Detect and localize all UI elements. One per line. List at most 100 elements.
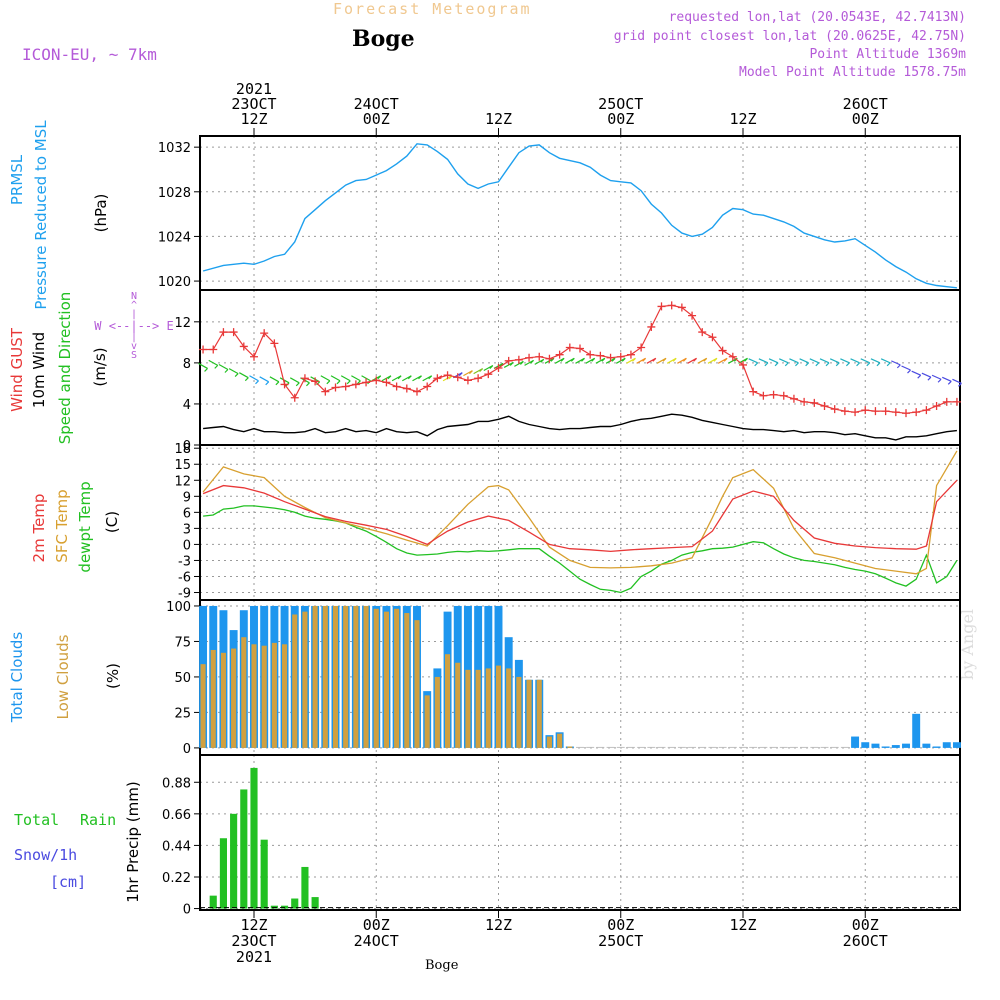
wind-barb-head xyxy=(397,375,402,380)
total-cloud-bar xyxy=(698,746,707,748)
wind-gust-marker xyxy=(667,301,676,310)
wind-gust-marker xyxy=(209,345,218,354)
wind-gust-marker xyxy=(362,378,371,387)
point-altitude: Point Altitude 1369m xyxy=(809,47,966,62)
wind-gust-marker xyxy=(749,387,758,396)
bottom-time-label: 00Z xyxy=(852,916,879,934)
wind-barb-head xyxy=(275,381,280,386)
wind-gust-marker xyxy=(596,351,605,360)
wind-barb-head xyxy=(265,381,270,386)
wind-barb xyxy=(768,358,779,364)
wind-unit: (m/s) xyxy=(91,347,109,386)
total-cloud-bar xyxy=(952,742,961,748)
wind-barb-head xyxy=(530,359,534,364)
wind-gust-marker xyxy=(932,401,941,410)
wind-barb xyxy=(351,375,361,382)
y-tick-label: 12 xyxy=(174,316,191,331)
wind-barb xyxy=(259,376,269,383)
wind-gust-marker xyxy=(321,387,330,396)
bottom-time-label: 00Z xyxy=(363,916,390,934)
wind-barb-head xyxy=(856,362,860,367)
wind-gust-marker xyxy=(249,352,258,361)
total-cloud-bar xyxy=(759,746,768,748)
wind-gust-marker xyxy=(861,406,870,415)
total-cloud-bar xyxy=(912,713,921,748)
wind-barb-head xyxy=(917,374,922,379)
pressure-label-long: Pressure Reduced to MSL xyxy=(32,120,50,310)
wind-barb-head xyxy=(621,357,626,362)
total-cloud-bar xyxy=(647,746,656,748)
wind-gust-marker xyxy=(922,406,931,415)
y-tick-label: 0.44 xyxy=(162,839,191,854)
wind-gust-marker xyxy=(372,376,381,385)
wind-speed-line xyxy=(203,413,957,441)
precip-rain-label: Rain xyxy=(80,811,116,829)
wind-gust-marker xyxy=(830,405,839,414)
low-cloud-bar xyxy=(271,642,277,748)
wind-barb-head xyxy=(458,372,463,377)
wind-barb-head xyxy=(479,368,484,373)
top-time-label: 12Z xyxy=(240,110,267,128)
total-cloud-bar xyxy=(708,746,717,748)
wind-gust-marker xyxy=(514,355,523,364)
model-label: ICON-EU, ~ 7km xyxy=(22,45,157,64)
temp-unit: (C) xyxy=(103,511,121,533)
wind-barb-head xyxy=(886,362,891,367)
wind-barb xyxy=(789,358,799,364)
low-cloud-bar xyxy=(261,645,267,748)
low-cloud-bar xyxy=(414,620,420,748)
total-cloud-bar xyxy=(688,746,697,748)
low-cloud-bar xyxy=(353,605,359,748)
top-time-label: 00Z xyxy=(363,110,390,128)
wind-barb-head xyxy=(723,357,728,362)
wind-barb-head xyxy=(784,362,789,367)
wind-barb xyxy=(269,376,280,383)
wind-barb-head xyxy=(958,382,962,387)
temp-2m-line xyxy=(202,479,958,553)
wind-gust-marker xyxy=(290,393,299,402)
rain-bar xyxy=(240,789,248,909)
wind-10m-label: 10m Wind xyxy=(30,332,48,408)
wind-barb-head xyxy=(774,362,779,367)
wind-barb xyxy=(758,358,769,364)
low-cloud-bar xyxy=(302,611,308,748)
low-cloud-bar xyxy=(322,605,328,748)
wind-gust-marker xyxy=(382,378,391,387)
low-cloud-bar xyxy=(404,613,410,748)
wind-gust-marker xyxy=(739,360,748,369)
wind-barb-head xyxy=(306,382,310,387)
total-cloud-bar xyxy=(739,746,747,748)
low-cloud-bar xyxy=(312,605,318,748)
wind-barb xyxy=(952,378,962,384)
wind-barb-head xyxy=(255,380,259,385)
low-cloud-bar xyxy=(485,668,491,748)
wind-gust-marker xyxy=(484,370,493,379)
low-cloud-bar xyxy=(383,611,389,748)
wind-barb-head xyxy=(805,362,810,367)
y-tick-label: 1024 xyxy=(158,230,191,245)
y-tick-label: -3 xyxy=(178,554,191,569)
low-cloud-bar xyxy=(434,676,440,748)
wind-barb-head xyxy=(489,365,494,369)
wind-gust-marker xyxy=(433,374,442,383)
wind-barb-head xyxy=(744,357,748,362)
wind-gust-marker xyxy=(657,302,666,311)
y-tick-label: 4 xyxy=(183,398,191,413)
total-clouds-label: Total Clouds xyxy=(8,632,26,724)
wind-gust-marker xyxy=(412,387,421,396)
wind-barb-head xyxy=(866,362,871,367)
total-cloud-bar xyxy=(902,743,910,748)
wind-gust-marker xyxy=(708,333,717,342)
wind-barb-head xyxy=(560,357,565,362)
top-time-label: 2021 xyxy=(236,80,272,98)
y-tick-label: 0.66 xyxy=(162,808,191,823)
bottom-time-label: 24OCT xyxy=(354,932,399,950)
wind-gust-marker xyxy=(300,374,309,383)
low-cloud-bar xyxy=(455,662,461,748)
low-cloud-bar xyxy=(251,644,257,748)
y-tick-label: 0 xyxy=(183,538,191,553)
y-tick-label: 9 xyxy=(183,490,191,505)
panel-frame-pressure xyxy=(199,135,961,291)
rain-bar xyxy=(219,838,227,909)
wind-barb-head xyxy=(581,357,585,362)
